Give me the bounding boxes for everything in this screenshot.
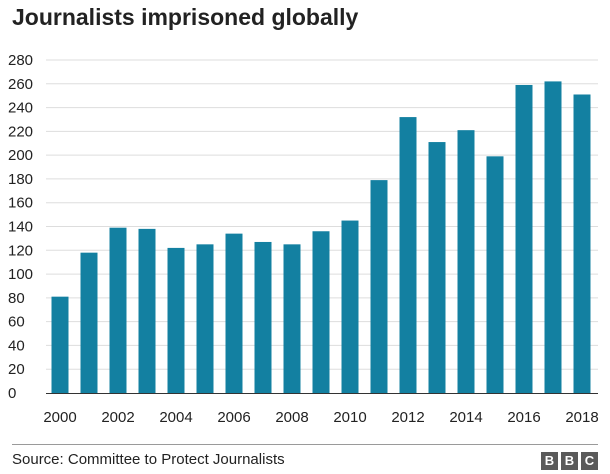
bar-chart: 0 20 40 60 80 100 120 140 160 180 200 220 240 260 280 2… [8, 52, 599, 426]
bar-2014 [457, 130, 475, 394]
x-tick-label: 2006 [217, 409, 250, 426]
y-tick-label: 120 [8, 242, 33, 259]
bar-2018 [573, 94, 591, 393]
bar-2015 [486, 156, 504, 393]
y-tick-label: 260 [8, 76, 33, 93]
bar-2010 [341, 220, 359, 393]
bar-2013 [428, 142, 446, 393]
bbc-logo-letter-1: B [541, 452, 558, 470]
bbc-logo: B B C [541, 452, 598, 470]
bar-2006 [225, 233, 243, 393]
footer-divider [12, 444, 598, 445]
y-tick-label: 20 [8, 361, 25, 378]
y-tick-label: 220 [8, 123, 33, 140]
bar-2005 [196, 244, 214, 393]
source-note: Source: Committee to Protect Journalists [12, 451, 285, 468]
bar-2000 [51, 296, 69, 393]
bar-2009 [312, 231, 330, 393]
y-tick-label: 140 [8, 219, 33, 236]
bar-2017 [544, 81, 562, 394]
y-tick-label: 200 [8, 147, 33, 164]
bar-2007 [254, 241, 272, 393]
x-tick-label: 2002 [101, 409, 134, 426]
x-tick-label: 2018 [565, 409, 598, 426]
x-tick-label: 2008 [275, 409, 308, 426]
bbc-logo-letter-3: C [581, 452, 598, 470]
bar-2008 [283, 244, 301, 393]
x-tick-label: 2014 [449, 409, 482, 426]
bar-2002 [109, 227, 127, 393]
x-tick-label: 2016 [507, 409, 540, 426]
bar-2011 [370, 180, 388, 393]
x-tick-label: 2010 [333, 409, 366, 426]
y-tick-label: 0 [8, 385, 16, 402]
y-tick-label: 60 [8, 314, 25, 331]
bar-2001 [80, 252, 98, 393]
x-tick-label: 2000 [43, 409, 76, 426]
y-tick-label: 100 [8, 266, 33, 283]
y-tick-label: 80 [8, 290, 25, 307]
y-tick-label: 280 [8, 52, 33, 69]
x-tick-label: 2004 [159, 409, 192, 426]
chart-title: Journalists imprisoned globally [12, 4, 359, 30]
y-tick-label: 240 [8, 100, 33, 117]
bar-2003 [138, 228, 156, 393]
bar-2004 [167, 247, 185, 393]
y-tick-label: 40 [8, 337, 25, 354]
y-tick-label: 180 [8, 171, 33, 188]
x-tick-label: 2012 [391, 409, 424, 426]
y-tick-label: 160 [8, 195, 33, 212]
bar-2012 [399, 117, 417, 393]
bar-2016 [515, 84, 533, 393]
bbc-logo-letter-2: B [561, 452, 578, 470]
